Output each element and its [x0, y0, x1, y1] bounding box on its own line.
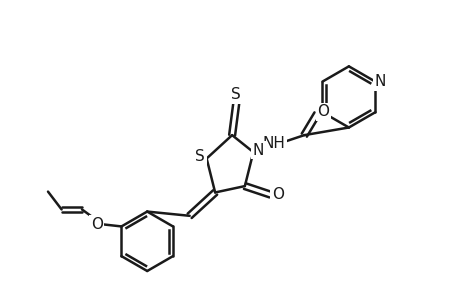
Text: N: N — [374, 74, 385, 89]
Text: O: O — [317, 104, 329, 119]
Text: S: S — [231, 87, 241, 102]
Text: S: S — [195, 149, 205, 164]
Text: O: O — [271, 187, 283, 202]
Text: N: N — [252, 142, 263, 158]
Text: NH: NH — [262, 136, 285, 151]
Text: O: O — [90, 217, 103, 232]
